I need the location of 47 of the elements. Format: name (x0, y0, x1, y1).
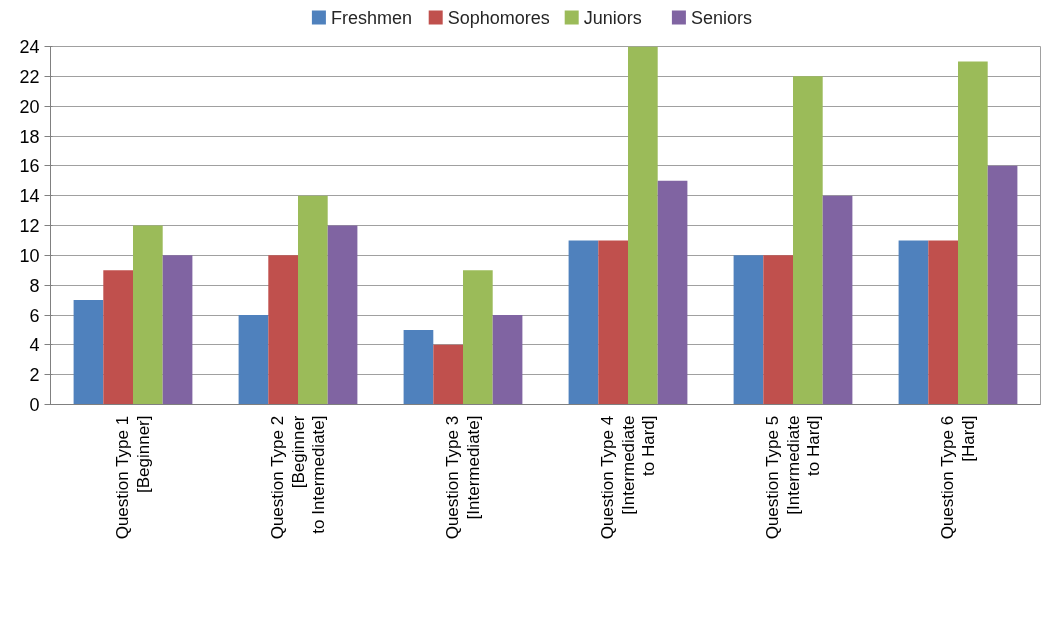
bar (822, 195, 853, 405)
y-tick-label: 4 (29, 335, 40, 356)
bar (238, 315, 269, 405)
bar (568, 240, 599, 405)
y-tick-label: 0 (29, 395, 40, 415)
y-tick-label: 16 (19, 156, 40, 177)
bar (987, 165, 1018, 405)
bar (928, 240, 958, 405)
bar (628, 46, 658, 405)
y-tick-label: 14 (19, 186, 40, 207)
y-tick-label: 22 (19, 66, 40, 87)
bar (958, 61, 988, 405)
legend-label: Juniors (583, 7, 642, 28)
y-tick-label: 24 (19, 37, 40, 57)
y-tick-label: 12 (19, 216, 40, 236)
bar (657, 180, 688, 405)
bar (103, 270, 133, 405)
legend-label: Freshmen (330, 7, 412, 28)
bar (898, 240, 929, 405)
bar (793, 76, 823, 405)
y-tick-label: 18 (19, 126, 40, 147)
y-tick-label: 20 (19, 96, 40, 117)
legend-label: Sophomores (447, 7, 550, 28)
bar (763, 255, 793, 405)
x-tick-label: Question Type 3 [Intermediate] (443, 415, 483, 540)
y-tick-label: 8 (29, 275, 40, 296)
x-tick-label: Question Type 2 [Beginner to Intermediate] (267, 415, 329, 540)
x-tick-label: Question Type 1 [Beginner] (113, 415, 153, 540)
bar (268, 255, 298, 405)
x-tick-label: Question Type 4 [Intermediate to Hard] (597, 415, 659, 540)
y-tick-label: 6 (29, 305, 40, 326)
bar (327, 225, 358, 405)
bar (298, 195, 328, 405)
bar (598, 240, 628, 405)
x-tick-label: Question Type 5 [Intermediate to Hard] (762, 415, 824, 540)
bar (492, 315, 523, 405)
y-tick-label: 10 (19, 245, 40, 266)
bar (463, 270, 493, 405)
bar (403, 329, 434, 405)
bar (733, 255, 764, 405)
bar (433, 344, 463, 405)
bar (73, 300, 104, 405)
bar (162, 255, 193, 405)
x-tick-label: Question Type 6 [Hard] (938, 415, 978, 540)
legend-label: Seniors (690, 7, 752, 28)
y-tick-label: 2 (29, 365, 40, 386)
bar (133, 225, 163, 405)
